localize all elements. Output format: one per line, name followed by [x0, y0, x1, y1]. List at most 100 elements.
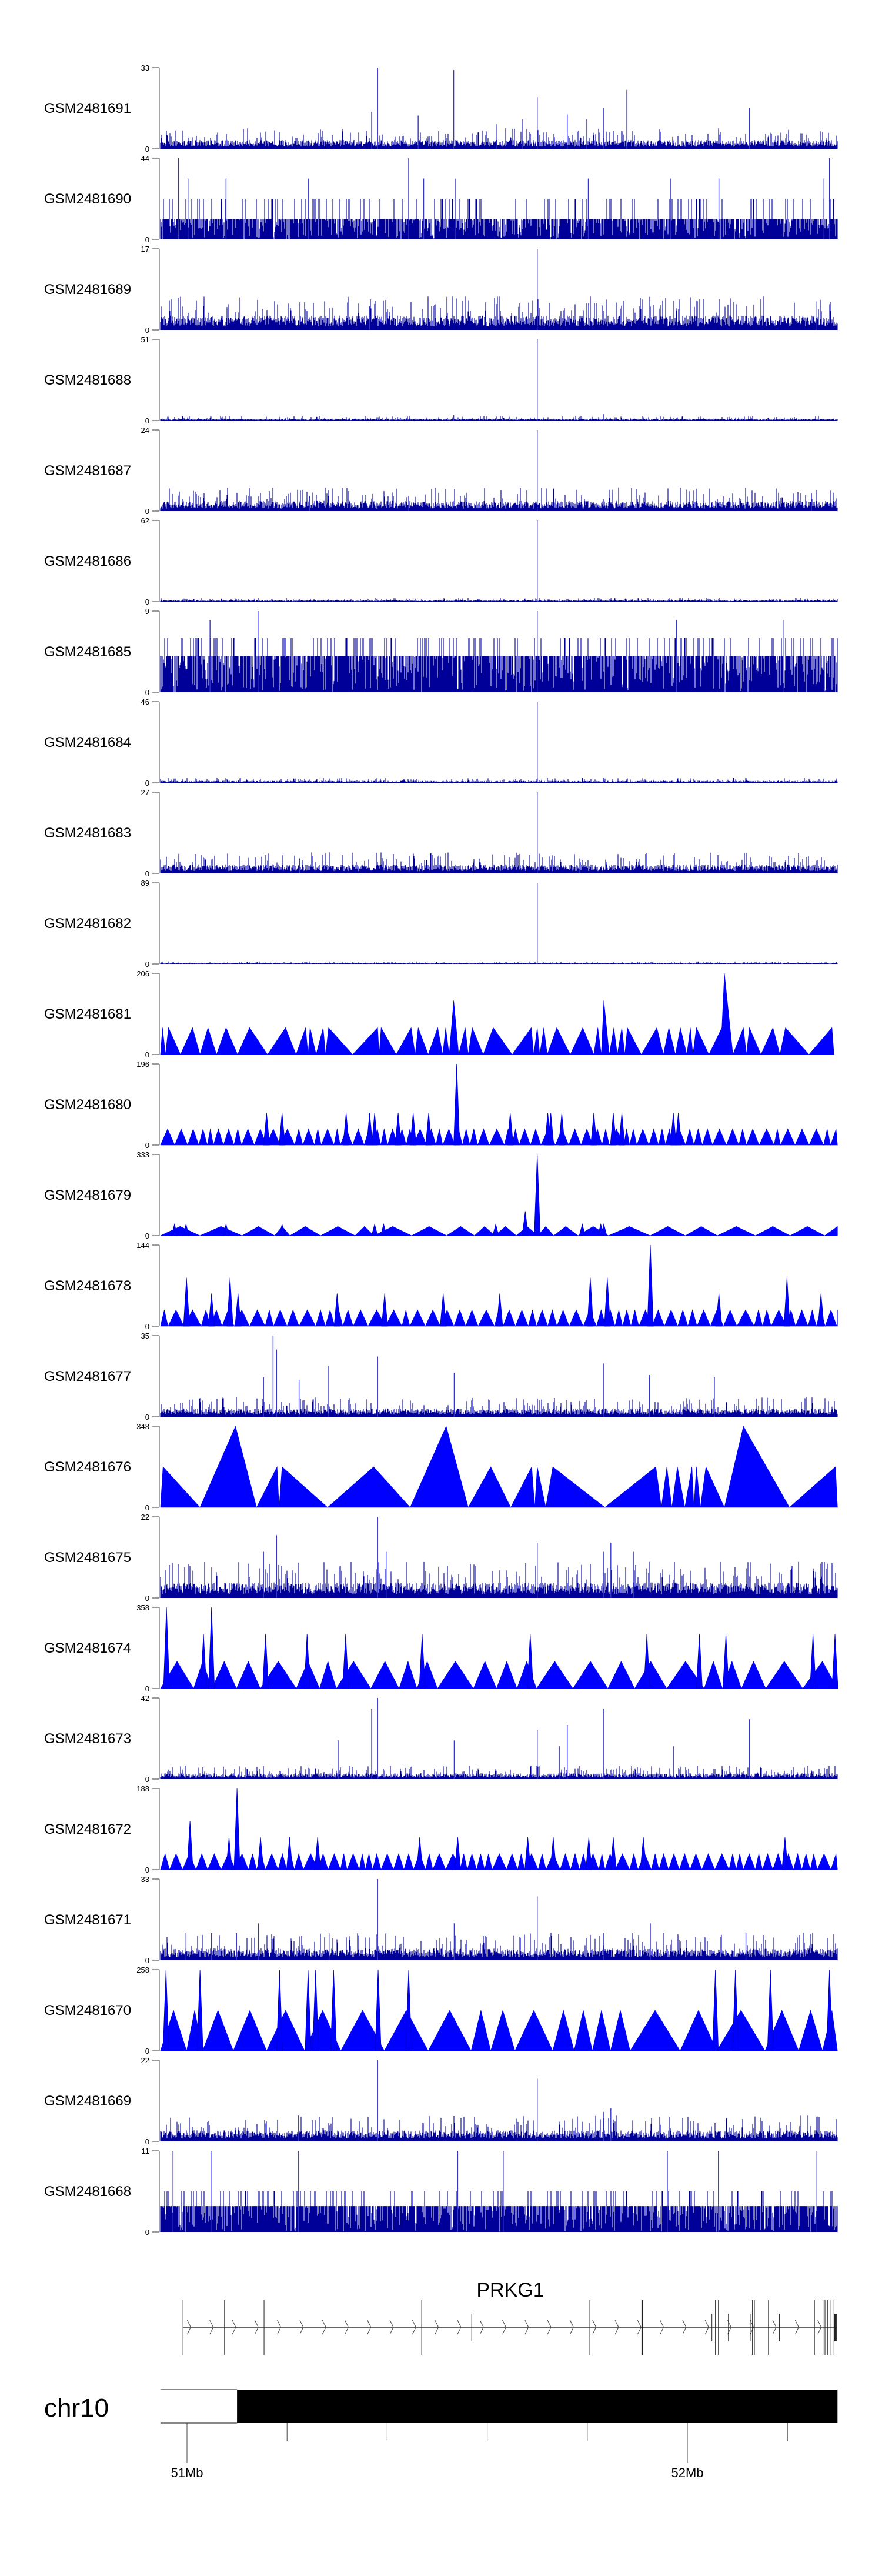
- y-tick-label-min: 0: [145, 1956, 149, 1965]
- track-GSM2481670: GSM2481670 258 0: [44, 1966, 838, 2056]
- track-GSM2481673: GSM2481673 42 0: [44, 1694, 838, 1784]
- peak-bar: [162, 1969, 169, 2051]
- chromosome-band: [237, 2390, 838, 2423]
- y-tick-label-max: 24: [141, 426, 149, 435]
- peak-bar: [604, 1277, 611, 1327]
- peak-bar: [507, 1113, 514, 1146]
- peak-bar: [440, 1293, 447, 1327]
- strand-arrow-icon: [479, 2320, 484, 2335]
- track-label: GSM2481686: [44, 553, 131, 569]
- track-signal: [160, 961, 838, 964]
- peak-bar: [375, 1969, 382, 2051]
- strand-arrow-icon: [794, 2320, 799, 2335]
- peak-bar: [279, 1223, 286, 1236]
- strand-arrow-icon: [592, 2320, 597, 2335]
- track-GSM2481680: GSM2481680 196 0: [44, 1060, 838, 1150]
- peak-bar: [826, 1969, 833, 2051]
- track-label: GSM2481675: [44, 1550, 131, 1566]
- peak-bar: [722, 1634, 730, 1689]
- y-tick-label-min: 0: [145, 869, 149, 878]
- peak-bar: [547, 1113, 554, 1146]
- track-GSM2481677: GSM2481677 35 0: [44, 1332, 838, 1422]
- peak-bar: [640, 1837, 647, 1870]
- strand-arrow-icon: [727, 2320, 732, 2335]
- peak-bar: [343, 1113, 350, 1146]
- y-tick-label-min: 0: [145, 2137, 149, 2146]
- peak-bar: [590, 1113, 597, 1146]
- peak-bar: [186, 1821, 193, 1870]
- peak-bar: [263, 1113, 270, 1146]
- strand-arrow-icon: [186, 2320, 191, 2335]
- peak-bar: [276, 1969, 283, 2051]
- track-GSM2481668: GSM2481668 11 0: [44, 2147, 838, 2237]
- track-GSM2481684: GSM2481684 46 0: [44, 698, 838, 788]
- peak-bar: [366, 1113, 373, 1146]
- peak-bar: [330, 1969, 337, 2051]
- y-tick-label-min: 0: [145, 688, 149, 697]
- x-tick-label: 51Mb: [171, 2465, 203, 2480]
- track-label: GSM2481668: [44, 2184, 131, 2200]
- y-tick-label-min: 0: [145, 1866, 149, 1874]
- track-GSM2481682: GSM2481682 89 0: [44, 879, 838, 969]
- ideogram: chr10 51Mb 52Mb: [44, 2389, 838, 2480]
- peak-bar: [200, 1634, 207, 1689]
- track-signal: [160, 1766, 838, 1779]
- peak-bar: [226, 1277, 233, 1327]
- track-GSM2481683: GSM2481683 27 0: [44, 788, 838, 878]
- y-tick-label-min: 0: [145, 1322, 149, 1331]
- track-label: GSM2481677: [44, 1369, 131, 1384]
- peak-bar: [696, 1634, 703, 1689]
- y-tick-label-min: 0: [145, 326, 149, 335]
- strand-arrow-icon: [389, 2320, 394, 2335]
- y-tick-label-max: 11: [142, 2147, 150, 2155]
- y-tick-label-min: 0: [145, 145, 149, 154]
- y-tick-label-max: 89: [141, 879, 149, 887]
- track-GSM2481679: GSM2481679 333 0: [44, 1150, 838, 1240]
- track-signal: [160, 487, 838, 511]
- peak-bar: [371, 1113, 378, 1146]
- track-label: GSM2481687: [44, 463, 131, 479]
- y-tick-label-max: 33: [141, 64, 149, 72]
- peak-bar: [618, 1113, 626, 1146]
- peak-bar: [831, 1634, 838, 1689]
- track-label: GSM2481682: [44, 916, 131, 932]
- track-signal: [160, 1426, 838, 1508]
- peak-bar: [610, 1113, 617, 1146]
- y-tick-label-max: 22: [141, 1513, 149, 1521]
- peak-bar: [286, 1837, 293, 1870]
- y-tick-label-min: 0: [145, 1594, 149, 1603]
- peak-bar: [675, 1113, 682, 1146]
- track-signal: [160, 2009, 838, 2052]
- peak-bar: [647, 1244, 654, 1327]
- peak-bar: [492, 1223, 499, 1236]
- track-label: GSM2481671: [44, 1912, 131, 1928]
- strand-arrow-icon: [772, 2320, 777, 2335]
- track-GSM2481688: GSM2481688 51 0: [44, 335, 838, 425]
- peak-bar: [454, 1837, 461, 1870]
- y-tick-label-min: 0: [145, 1775, 149, 1784]
- y-tick-label-min: 0: [145, 1050, 149, 1059]
- track-GSM2481672: GSM2481672 188 0: [44, 1784, 838, 1874]
- y-tick-label-max: 348: [136, 1422, 149, 1431]
- peak-bar: [371, 1223, 378, 1236]
- strand-arrow-icon: [547, 2320, 552, 2335]
- y-tick-label-max: 9: [145, 607, 149, 616]
- peak-bar: [410, 1113, 417, 1146]
- track-label: GSM2481680: [44, 1097, 131, 1113]
- track-signal: [160, 1128, 838, 1146]
- peak-bar: [425, 1113, 432, 1146]
- peak-bar: [342, 1634, 349, 1689]
- y-tick-label-max: 144: [136, 1241, 149, 1250]
- track-label: GSM2481688: [44, 372, 131, 388]
- track-signal: [160, 852, 838, 873]
- track-GSM2481686: GSM2481686 62 0: [44, 516, 838, 606]
- y-tick-label-min: 0: [145, 1141, 149, 1150]
- track-signal: [160, 2191, 838, 2232]
- track-label: GSM2481679: [44, 1187, 131, 1203]
- y-tick-label-min: 0: [145, 1232, 149, 1240]
- track-label: GSM2481676: [44, 1459, 131, 1475]
- peak-bar: [279, 1113, 286, 1146]
- track-signal: [160, 1561, 838, 1598]
- strand-arrow-icon: [524, 2320, 529, 2335]
- track-GSM2481689: GSM2481689 17 0: [44, 245, 838, 335]
